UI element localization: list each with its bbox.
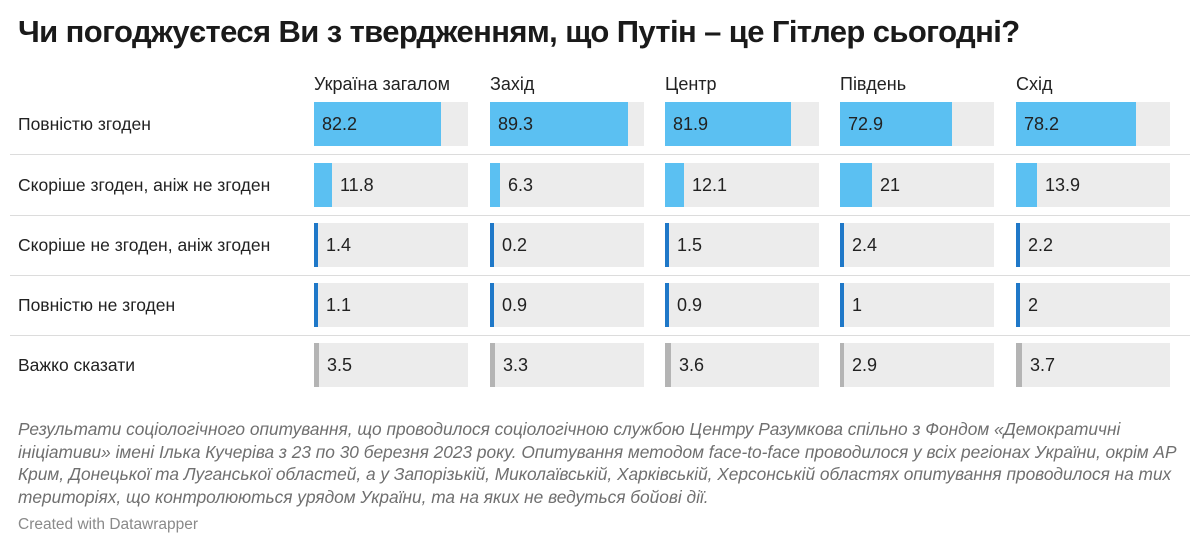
bar-track: 1.1: [314, 283, 468, 327]
bar-track: 1.5: [665, 223, 819, 267]
bar: [314, 102, 441, 146]
bar-track: 0.9: [665, 283, 819, 327]
bar-track: 1: [840, 283, 994, 327]
bar: [314, 223, 318, 267]
bar-track: 11.8: [314, 163, 468, 207]
bar-value-label: 2.9: [852, 355, 878, 375]
bar-value-label: 1.5: [677, 235, 703, 255]
bar-track: 2.9: [840, 343, 994, 387]
bar: [665, 163, 684, 207]
bar-track: 3.7: [1016, 343, 1170, 387]
bar-track: 82.2: [314, 102, 468, 146]
bar: [1016, 223, 1020, 267]
bar: [840, 223, 844, 267]
bar: [490, 223, 494, 267]
bar: [1016, 102, 1136, 146]
bar-value-label: 0.2: [502, 235, 528, 255]
bar-track: 2.4: [840, 223, 994, 267]
bar-track: 2.2: [1016, 223, 1170, 267]
chart-notes: Результати соціологічного опитування, що…: [18, 419, 1177, 507]
bar: [665, 343, 671, 387]
bar: [490, 343, 495, 387]
bar-track: 21: [840, 163, 994, 207]
bar-track: 0.9: [490, 283, 644, 327]
row-label: Повністю не згоден: [18, 295, 176, 315]
bar-value-label: 11.8: [340, 175, 374, 195]
row-divider: [10, 335, 1190, 336]
bar-value-label: 6.3: [508, 175, 534, 195]
column-header: Центр: [665, 74, 717, 94]
bar-value-label: 21: [880, 175, 901, 195]
bar: [665, 223, 669, 267]
column-header: Схід: [1016, 74, 1053, 94]
bar: [1016, 163, 1037, 207]
bar-value-label: 2.2: [1028, 235, 1054, 255]
chart-title: Чи погоджуєтеся Ви з твердженням, що Пут…: [18, 14, 1020, 49]
bar: [314, 343, 319, 387]
row-label: Скоріше не згоден, аніж згоден: [18, 235, 271, 255]
row-label: Повністю згоден: [18, 114, 151, 134]
bar-value-label: 2.4: [852, 235, 878, 255]
bar-value-label: 82.2: [322, 114, 358, 134]
bar-value-label: 1.1: [326, 295, 352, 315]
bar-value-label: 72.9: [848, 114, 884, 134]
bar-track: 78.2: [1016, 102, 1170, 146]
bar-value-label: 0.9: [677, 295, 703, 315]
row-divider: [10, 154, 1190, 155]
bar-value-label: 1.4: [326, 235, 352, 255]
bar-value-label: 81.9: [673, 114, 709, 134]
bar-value-label: 3.5: [327, 355, 353, 375]
bar-track: 3.6: [665, 343, 819, 387]
bar-track: 13.9: [1016, 163, 1170, 207]
row-label: Важко сказати: [18, 355, 136, 375]
bar-value-label: 12.1: [692, 175, 728, 195]
column-header: Україна загалом: [314, 74, 451, 94]
column-header: Захід: [490, 74, 535, 94]
bar: [665, 283, 669, 327]
bar-value-label: 3.3: [503, 355, 529, 375]
bar-track: 3.3: [490, 343, 644, 387]
bar: [840, 343, 844, 387]
bar-value-label: 13.9: [1045, 175, 1081, 195]
bar: [1016, 283, 1020, 327]
row-divider: [10, 215, 1190, 216]
bar: [490, 163, 500, 207]
bar-value-label: 0.9: [502, 295, 528, 315]
bar-track: 72.9: [840, 102, 994, 146]
bar: [840, 102, 952, 146]
bar-track: 0.2: [490, 223, 644, 267]
bar-value-label: 3.7: [1030, 355, 1056, 375]
bar-value-label: 1: [852, 295, 863, 315]
bar-track: 6.3: [490, 163, 644, 207]
bar-track: 89.3: [490, 102, 644, 146]
bar-track: 12.1: [665, 163, 819, 207]
credit-link[interactable]: Created with Datawrapper: [18, 516, 199, 533]
bar: [840, 163, 872, 207]
bar-track: 1.4: [314, 223, 468, 267]
bar-track: 2: [1016, 283, 1170, 327]
bar-track: 3.5: [314, 343, 468, 387]
bar: [314, 283, 318, 327]
bar: [490, 102, 628, 146]
bar-value-label: 89.3: [498, 114, 534, 134]
bar: [314, 163, 332, 207]
column-header: Південь: [840, 74, 907, 94]
bar: [665, 102, 791, 146]
bar-value-label: 2: [1028, 295, 1039, 315]
bar: [840, 283, 844, 327]
bar: [1016, 343, 1022, 387]
bar-track: 81.9: [665, 102, 819, 146]
bar-value-label: 78.2: [1024, 114, 1060, 134]
bar: [490, 283, 494, 327]
row-divider: [10, 275, 1190, 276]
bar-value-label: 3.6: [679, 355, 705, 375]
row-label: Скоріше згоден, аніж не згоден: [18, 175, 271, 195]
